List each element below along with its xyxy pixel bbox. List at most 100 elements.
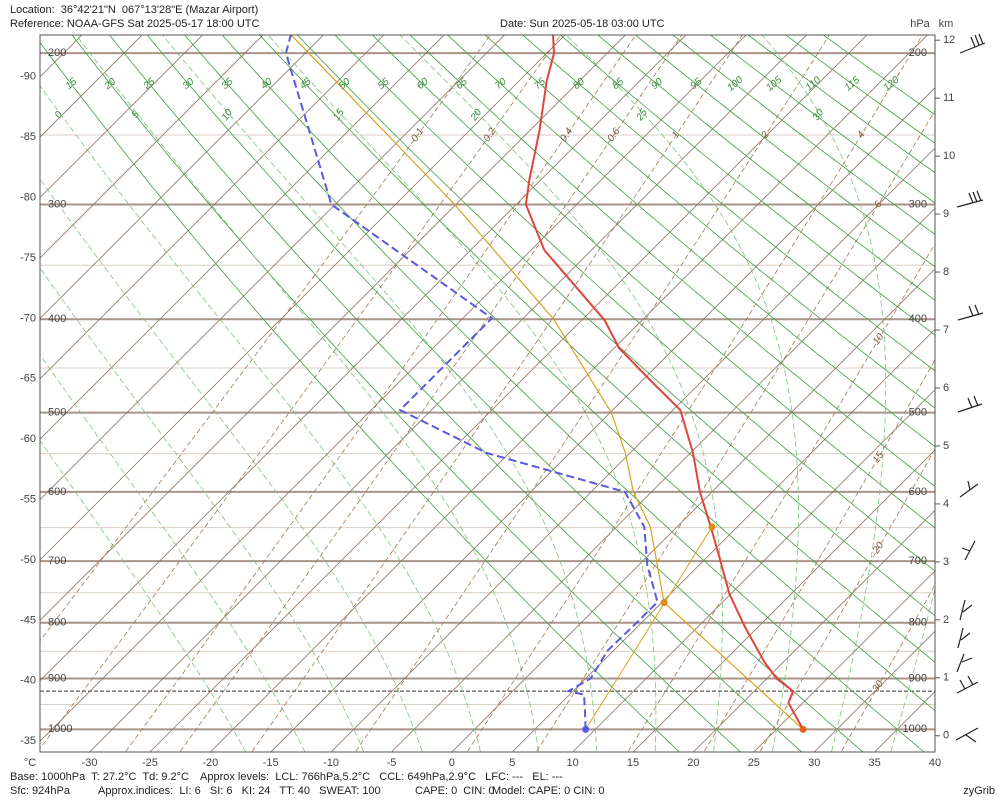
y2-tick-label: 8 bbox=[943, 266, 949, 278]
mixing-ratio bbox=[535, 109, 935, 752]
dry-adiabat bbox=[559, 35, 935, 336]
y2-tick-label: 9 bbox=[943, 208, 949, 220]
moist-adiabat bbox=[40, 178, 423, 752]
y-tick-label-right: 800 bbox=[909, 617, 927, 629]
profile-line bbox=[290, 35, 804, 730]
y-tick-label-right: 900 bbox=[909, 672, 927, 684]
dry-adiabat bbox=[109, 35, 803, 752]
left-tick-label: -55 bbox=[20, 493, 36, 505]
moist-adiabat-label: 0 bbox=[53, 109, 65, 120]
left-tick-label: -60 bbox=[20, 433, 36, 445]
isotherm bbox=[511, 328, 935, 752]
moist-adiabat bbox=[267, 35, 657, 752]
y2-unit: km bbox=[939, 18, 954, 30]
x-tick-label: 10 bbox=[567, 757, 579, 769]
y-tick-label-right: 300 bbox=[909, 198, 927, 210]
plot-frame bbox=[39, 34, 936, 753]
dry-adiabat bbox=[334, 35, 935, 572]
footer-cape: CAPE: 0 CIN: 0 bbox=[415, 785, 494, 797]
footer-base: Base: 1000hPa T: 27.2°C Td: 9.2°C bbox=[10, 771, 189, 783]
mixing-ratio bbox=[759, 448, 935, 752]
point bbox=[799, 725, 807, 733]
left-tick-label: -45 bbox=[20, 614, 36, 626]
left-tick-label: -70 bbox=[20, 312, 36, 324]
isotherm bbox=[89, 35, 808, 752]
mixing-ratio bbox=[354, 35, 830, 752]
ccl-line bbox=[585, 526, 713, 730]
moist-adiabat bbox=[161, 35, 598, 752]
y2-tick-label: 12 bbox=[943, 34, 955, 46]
isotherm bbox=[40, 35, 687, 682]
y2-tick-label: 7 bbox=[943, 324, 949, 336]
mixing-ratio bbox=[466, 35, 923, 752]
y2-tick-label: 0 bbox=[943, 730, 949, 742]
y-tick-label: 200 bbox=[48, 47, 66, 59]
date: Date: Sun 2025-05-18 03:00 UTC bbox=[500, 18, 665, 30]
y2-tick-label: 2 bbox=[943, 614, 949, 626]
footer-model: Model: CAPE: 0 CIN: 0 bbox=[492, 785, 605, 797]
mixing-ratio bbox=[840, 583, 935, 752]
y2-tick-label: 3 bbox=[943, 556, 949, 568]
mixing-ratio bbox=[40, 35, 562, 750]
x-unit: °C bbox=[24, 757, 36, 769]
y2-tick-label: 11 bbox=[943, 92, 954, 104]
moist-adiabat bbox=[399, 35, 723, 752]
y2-tick-label: 5 bbox=[943, 440, 949, 452]
left-tick-label: -40 bbox=[20, 675, 36, 687]
x-tick-label: 15 bbox=[627, 757, 639, 769]
dry-adiabat bbox=[296, 35, 935, 617]
mixing-ratio bbox=[179, 35, 683, 752]
y-tick-label: 800 bbox=[48, 617, 66, 629]
point bbox=[708, 523, 716, 531]
left-tick-label: -85 bbox=[20, 131, 36, 143]
isotherm bbox=[40, 35, 566, 561]
x-tick-label: 0 bbox=[449, 757, 455, 769]
wind-barb bbox=[959, 33, 986, 54]
y-tick-label: 400 bbox=[48, 313, 66, 325]
wind-barb bbox=[956, 190, 984, 208]
footer-levels: Approx levels: LCL: 766hPa,5.2°C CCL: 64… bbox=[200, 771, 563, 783]
moist-adiabat bbox=[40, 85, 481, 752]
x-tick-label: -25 bbox=[142, 757, 158, 769]
y-tick-label-right: 500 bbox=[909, 407, 927, 419]
reference: Reference: NOAA-GFS Sat 2025-05-17 18:00… bbox=[10, 18, 260, 30]
point bbox=[582, 725, 590, 733]
x-tick-label: 30 bbox=[808, 757, 820, 769]
footer-indices: Approx.indices: LI: 6 SI: 6 KI: 24 TT: 4… bbox=[98, 785, 381, 797]
x-tick-label: 5 bbox=[509, 757, 515, 769]
wind-barb bbox=[959, 599, 973, 621]
mixing-ratio-label: 1 bbox=[670, 130, 682, 141]
isotherm bbox=[391, 207, 935, 752]
dry-adiabat bbox=[634, 35, 935, 268]
moist-adiabat bbox=[890, 586, 935, 752]
y-unit: hPa bbox=[910, 18, 930, 30]
isotherm bbox=[270, 87, 935, 752]
mixing-ratio-label: 6 bbox=[873, 199, 885, 210]
x-tick-label: -15 bbox=[263, 757, 279, 769]
x-tick-label: -30 bbox=[82, 757, 98, 769]
wind-barbs bbox=[955, 33, 986, 743]
isotherm bbox=[40, 35, 626, 621]
wind-barb bbox=[961, 540, 976, 561]
y-tick-label: 1000 bbox=[48, 723, 72, 735]
left-tick-label: -90 bbox=[20, 71, 36, 83]
x-tick-label: 40 bbox=[929, 757, 941, 769]
grid bbox=[40, 35, 935, 752]
isotherm bbox=[210, 35, 928, 752]
x-tick-label: -20 bbox=[202, 757, 218, 769]
dry-adiabat bbox=[184, 35, 925, 752]
location: Location: 36°42'21"N 067°13'28"E (Mazar … bbox=[10, 4, 258, 16]
footer-brand: zyGrib bbox=[963, 785, 995, 797]
dry-adiabat bbox=[447, 35, 935, 448]
y-tick-label: 900 bbox=[48, 672, 66, 684]
x-tick-label: -5 bbox=[387, 757, 397, 769]
y-tick-label: 700 bbox=[48, 555, 66, 567]
mixing-ratio bbox=[40, 35, 491, 642]
dry-adiabat bbox=[71, 35, 742, 752]
mixing-ratio bbox=[124, 35, 637, 752]
y2-tick-label: 1 bbox=[943, 672, 949, 684]
mixing-ratio bbox=[251, 35, 743, 752]
wind-barb bbox=[957, 304, 984, 321]
mixing-ratio-label: 4 bbox=[855, 129, 867, 140]
